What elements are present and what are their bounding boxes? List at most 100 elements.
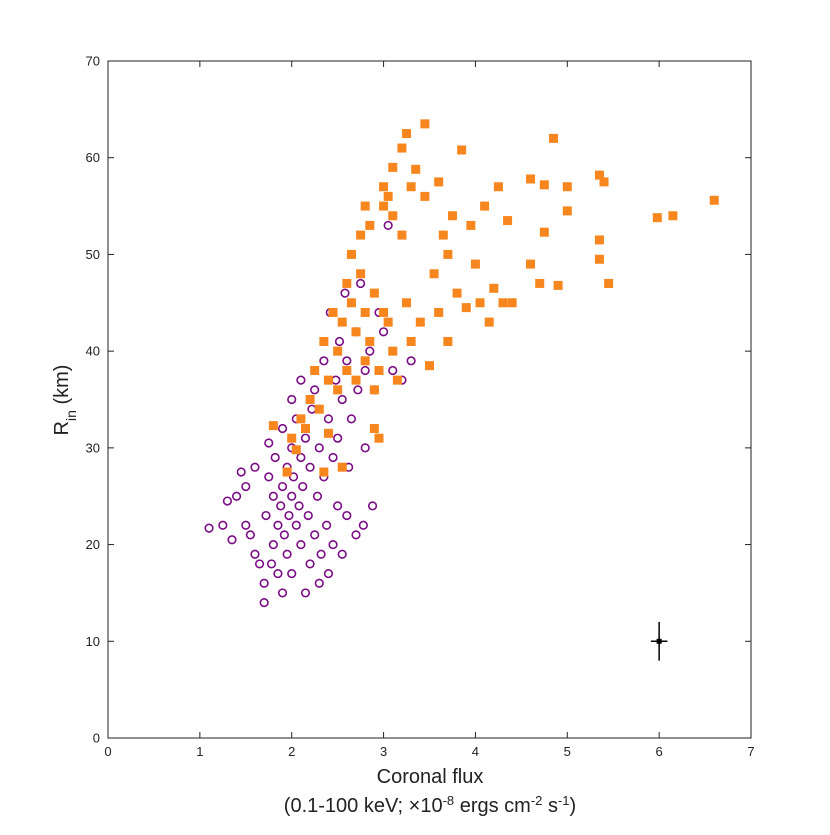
circle-point xyxy=(291,520,301,530)
circle-point xyxy=(296,452,306,463)
square-point xyxy=(549,133,559,143)
circle-point xyxy=(310,385,320,395)
circle-point xyxy=(232,491,242,501)
square-point xyxy=(291,445,301,455)
circle-point xyxy=(259,597,269,608)
circle-point xyxy=(296,539,306,550)
circle-point xyxy=(276,501,286,511)
square-point xyxy=(310,365,320,375)
superscript: -1 xyxy=(558,793,570,808)
circle-point xyxy=(227,535,237,545)
circle-point xyxy=(270,452,280,463)
label-part: ergs cm xyxy=(454,795,531,817)
square-point xyxy=(360,307,370,317)
circle-point xyxy=(353,385,363,395)
circle-point xyxy=(241,520,251,530)
square-point xyxy=(594,170,604,180)
circle-point xyxy=(303,510,313,521)
square-point xyxy=(480,201,490,211)
circle-point xyxy=(284,510,294,521)
circle-point xyxy=(273,520,283,530)
circle-point xyxy=(287,568,297,579)
square-point xyxy=(383,317,393,327)
square-point xyxy=(443,249,453,259)
square-point xyxy=(507,298,517,308)
circle-point xyxy=(358,520,368,530)
square-point xyxy=(379,182,389,192)
square-point xyxy=(346,249,356,259)
square-point xyxy=(342,278,352,288)
circle-point xyxy=(264,472,274,482)
square-point xyxy=(553,280,563,290)
circle-point xyxy=(287,394,297,405)
circle-point xyxy=(300,588,311,598)
y-tick-label: 30 xyxy=(86,440,100,455)
superscript: -8 xyxy=(443,793,455,808)
circle-point xyxy=(351,530,361,540)
square-point xyxy=(443,336,453,346)
square-point xyxy=(452,288,462,298)
square-point xyxy=(526,174,536,184)
square-point xyxy=(415,317,425,327)
square-point xyxy=(447,211,457,221)
circle-point xyxy=(319,356,329,366)
square-point xyxy=(434,307,444,317)
x-tick-label: 2 xyxy=(288,744,295,759)
label-part: (0.1-100 keV; ×10 xyxy=(284,795,443,817)
square-point xyxy=(369,424,379,434)
square-point xyxy=(539,180,549,190)
circle-point xyxy=(316,549,326,559)
square-point xyxy=(470,259,480,269)
x-tick-label: 4 xyxy=(472,744,479,759)
square-point xyxy=(360,201,370,211)
x-tick-label: 3 xyxy=(380,744,387,759)
circle-point xyxy=(298,481,308,492)
square-point xyxy=(360,356,370,366)
square-point xyxy=(397,230,407,240)
y-tick-label: 40 xyxy=(86,344,100,359)
circle-point xyxy=(254,559,265,569)
label-part: R xyxy=(51,421,73,435)
square-point xyxy=(484,317,494,327)
x-tick-label: 1 xyxy=(196,744,203,759)
circle-point xyxy=(328,539,338,550)
square-point xyxy=(709,195,719,205)
circle-point xyxy=(333,501,343,511)
circle-point xyxy=(365,346,375,356)
error-point xyxy=(656,638,662,644)
square-point xyxy=(438,230,448,240)
circle-point xyxy=(322,520,332,530)
circle-point xyxy=(333,433,343,443)
circle-point xyxy=(342,356,352,366)
circle-point xyxy=(279,530,289,540)
y-tick-label: 0 xyxy=(93,731,100,746)
y-axis-label: Rin (km) xyxy=(51,365,79,436)
x-tick-label: 0 xyxy=(104,744,111,759)
square-point xyxy=(369,385,379,395)
circle-point xyxy=(241,481,251,492)
square-point xyxy=(562,206,572,216)
circle-point xyxy=(222,496,233,506)
circle-point xyxy=(261,510,271,521)
label-part: ) xyxy=(570,795,577,817)
square-point xyxy=(562,182,572,192)
square-point xyxy=(333,385,343,395)
circle-point xyxy=(282,549,292,559)
square-point xyxy=(457,145,467,155)
square-point xyxy=(388,211,398,221)
square-point xyxy=(526,259,536,269)
y-tick-label: 10 xyxy=(86,634,100,649)
square-point xyxy=(369,288,379,298)
circle-point xyxy=(264,438,274,448)
circle-point xyxy=(287,491,297,501)
y-tick-label: 50 xyxy=(86,247,100,262)
circle-point xyxy=(334,336,345,347)
square-point xyxy=(402,298,412,308)
x-tick-label: 7 xyxy=(747,744,754,759)
square-point xyxy=(594,235,604,245)
y-tick-label: 60 xyxy=(86,150,100,165)
square-point xyxy=(374,433,384,443)
square-point xyxy=(323,375,333,385)
circle-point xyxy=(305,462,315,472)
